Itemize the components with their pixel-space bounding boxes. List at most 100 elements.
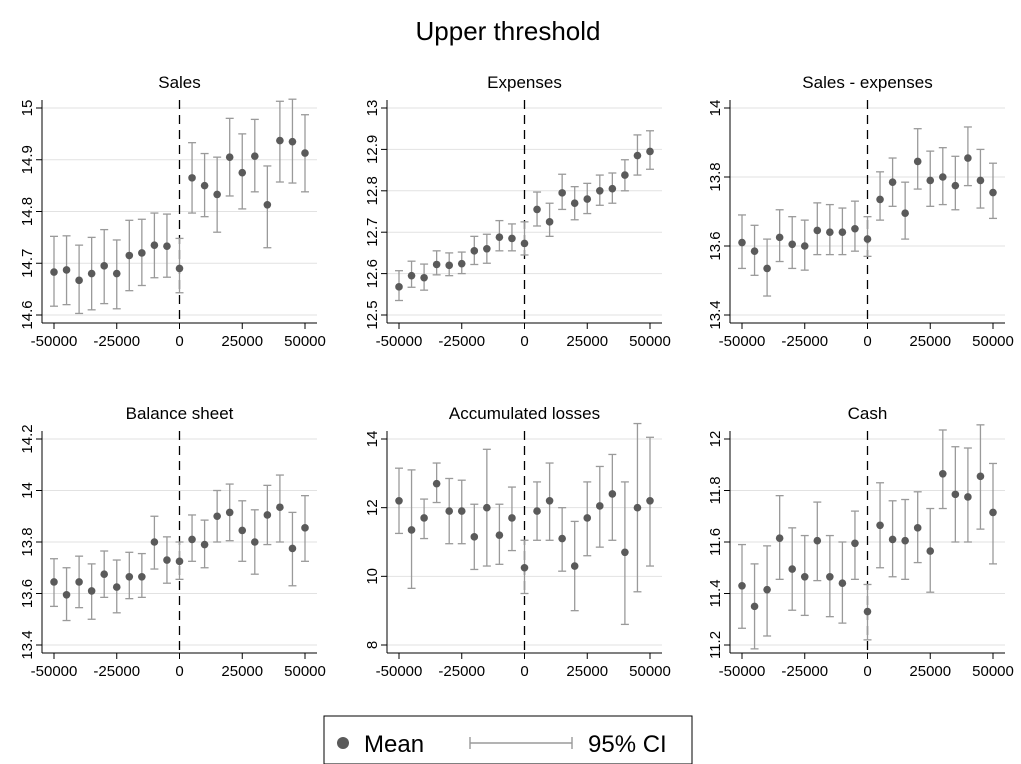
y-tick-label: 12.5	[364, 300, 381, 329]
mean-point	[112, 269, 121, 278]
mean-point	[913, 524, 922, 532]
mean-point	[263, 200, 272, 209]
mean-point	[112, 583, 121, 591]
y-tick-label: 12.7	[364, 218, 381, 247]
y-tick-label: 12.9	[364, 135, 381, 164]
x-tick-label: -25000	[93, 333, 140, 350]
x-tick-label: -25000	[438, 663, 485, 680]
mean-point	[470, 533, 479, 541]
legend-mean-label: Mean	[364, 731, 424, 758]
mean-point	[763, 585, 771, 594]
x-tick-label: 25000	[221, 333, 263, 350]
mean-point	[420, 514, 428, 522]
y-tick-label: 14.2	[19, 424, 36, 453]
x-tick-label: -50000	[31, 663, 78, 680]
mean-point	[508, 514, 516, 522]
mean-point	[800, 242, 809, 250]
mean-point	[775, 534, 784, 542]
mean-point	[395, 283, 403, 291]
x-tick-label: -50000	[376, 663, 423, 680]
y-tick-label: 11.6	[707, 528, 724, 556]
mean-point	[826, 572, 834, 581]
mean-point	[545, 218, 554, 226]
mean-point	[851, 539, 859, 548]
panel-5: Cash 11.2 11.4 11.6 11.8 12 -50000 -25000 0 25000…	[707, 404, 1014, 680]
y-tick-label: 13.8	[19, 527, 36, 556]
y-tick-label: 12.6	[364, 259, 381, 288]
y-tick-label: 12	[364, 499, 381, 516]
mean-point	[951, 490, 960, 499]
x-tick-label: 0	[863, 333, 871, 350]
mean-point	[508, 234, 516, 243]
x-tick-label: -50000	[376, 333, 423, 350]
mean-point	[750, 602, 759, 611]
x-tick-label: 0	[175, 663, 183, 680]
mean-point	[62, 590, 71, 599]
panel-title: Accumulated losses	[449, 404, 600, 423]
mean-point	[901, 209, 909, 218]
y-tick-label: 11.4	[707, 579, 724, 607]
mean-point	[75, 276, 83, 285]
mean-point	[876, 195, 884, 204]
mean-point	[163, 556, 171, 564]
mean-point	[646, 147, 654, 156]
x-tick-label: 25000	[909, 333, 951, 350]
mean-point	[407, 271, 416, 280]
mean-point	[596, 187, 604, 195]
y-tick-label: 13.6	[19, 579, 36, 608]
mean-point	[495, 233, 504, 241]
mean-point	[976, 472, 985, 481]
mean-point	[583, 514, 592, 522]
x-tick-label: 25000	[221, 663, 263, 680]
mean-point	[263, 511, 272, 519]
mean-point	[646, 497, 654, 505]
y-tick-label: 8	[364, 641, 381, 649]
mean-point	[583, 195, 592, 203]
x-tick-label: 50000	[972, 333, 1014, 350]
x-tick-label: -25000	[781, 663, 828, 680]
mean-point	[558, 189, 566, 197]
mean-point	[188, 174, 196, 182]
mean-point	[520, 563, 529, 572]
mean-point	[50, 578, 58, 586]
mean-point	[213, 190, 221, 199]
panels-container: Sales 14.6 14.7 14.8 14.9 15 -50000 -25000 0 2500…	[19, 73, 1014, 680]
x-tick-label: 50000	[972, 663, 1014, 680]
mean-point	[926, 176, 935, 185]
x-tick-label: 25000	[566, 663, 608, 680]
mean-point	[570, 562, 579, 570]
mean-point	[276, 136, 284, 145]
mean-point	[763, 264, 771, 273]
x-tick-label: -25000	[438, 333, 485, 350]
panel-0: Sales 14.6 14.7 14.8 14.9 15 -50000 -25000 0 2500…	[19, 73, 326, 350]
mean-point	[225, 153, 234, 161]
y-tick-label: 13.4	[707, 300, 724, 329]
mean-point	[432, 260, 441, 269]
y-tick-label: 14	[364, 431, 381, 448]
x-tick-label: 50000	[629, 663, 671, 680]
mean-point	[738, 581, 746, 590]
mean-point	[251, 152, 259, 160]
panel-title: Cash	[848, 404, 888, 423]
mean-point	[633, 503, 642, 512]
mean-point	[939, 469, 947, 478]
mean-point	[238, 526, 247, 535]
panel-2: Sales - expenses 13.4 13.6 13.8 14 -50000 -250…	[707, 73, 1014, 350]
mean-point	[457, 507, 466, 515]
mean-point	[75, 578, 83, 586]
mean-point	[851, 224, 859, 233]
y-tick-label: 13.6	[707, 231, 724, 260]
mean-point	[621, 171, 629, 179]
mean-point	[470, 247, 479, 255]
legend-ci-label: 95% CI	[588, 731, 667, 758]
legend: Mean 95% CI	[323, 715, 693, 764]
panel-1: Expenses 12.5 12.6 12.7 12.8 12.9 13 -50000 -250…	[364, 73, 671, 350]
mean-point	[138, 572, 146, 581]
y-tick-label: 13.8	[707, 162, 724, 191]
mean-point	[138, 249, 146, 257]
x-tick-label: 50000	[284, 663, 326, 680]
panel-title: Balance sheet	[126, 404, 234, 423]
mean-point	[163, 242, 171, 250]
mean-point	[876, 521, 884, 530]
mean-point	[213, 512, 221, 521]
